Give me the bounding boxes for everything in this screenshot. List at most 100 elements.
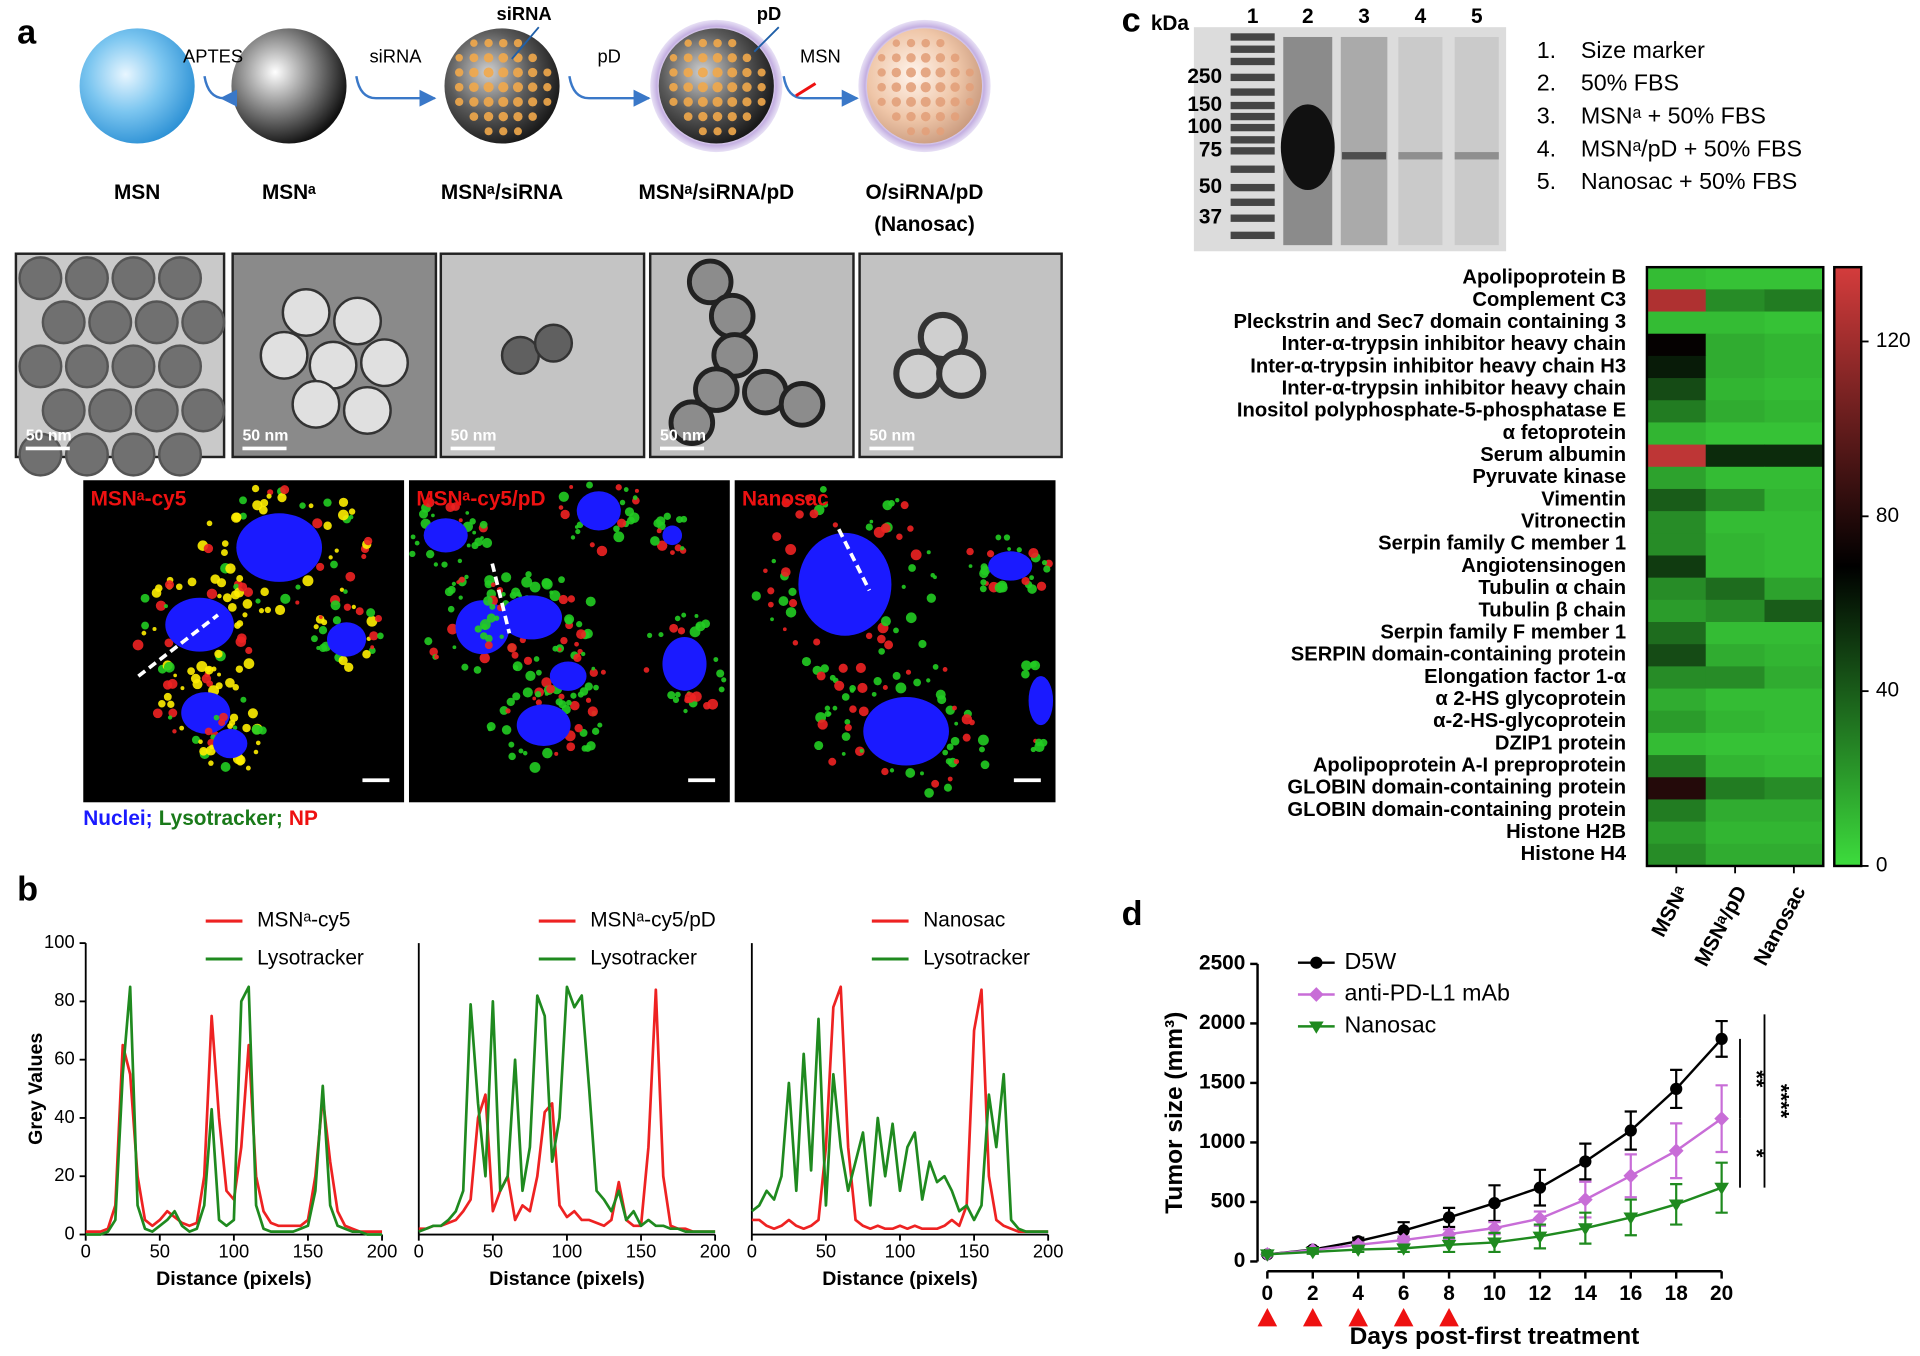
pore-dot [742, 82, 752, 92]
heatmap-cell [1764, 533, 1824, 557]
fluorescence-speckle [308, 503, 314, 509]
pore-dot [891, 67, 902, 78]
fluorescence-speckle [204, 665, 214, 675]
fluorescence-speckle [206, 680, 213, 687]
row-label: Complement C3 [1472, 289, 1626, 311]
legend-number: 3. [1537, 102, 1556, 128]
pore-dot [513, 111, 523, 122]
pore-dot [877, 97, 886, 107]
fluorescence-speckle [245, 646, 253, 655]
pore-dot [920, 67, 931, 78]
row-label: Vimentin [1541, 488, 1626, 510]
heatmap-cell [1646, 422, 1707, 446]
fluorescence-speckle [587, 706, 598, 717]
x-tick-label: 6 [1398, 1282, 1410, 1305]
heatmap-cell [1646, 599, 1707, 623]
pore-dot [935, 82, 946, 93]
fluorescence-speckle [410, 534, 416, 540]
heatmap-cell [1764, 444, 1824, 468]
pore-dot [891, 112, 901, 121]
nucleus [988, 551, 1033, 581]
pore-dot [483, 111, 494, 122]
pore-dot [757, 68, 766, 77]
x-axis-label: Distance (pixels) [822, 1268, 978, 1290]
fluorescence-speckle [785, 544, 797, 555]
heatmap-cell [1646, 710, 1707, 734]
x-axis-label: Distance (pixels) [156, 1268, 312, 1290]
heatmap-cell [1705, 488, 1766, 512]
step-label: MSNᵃ [262, 181, 316, 204]
fluorescence-speckle [366, 615, 378, 627]
fluorescence-speckle [251, 484, 260, 493]
pore-dot [727, 96, 738, 107]
tem-particle [157, 256, 203, 301]
fluorescence-speckle [1021, 669, 1030, 679]
heatmap-cell [1646, 821, 1707, 845]
pore-dot [921, 38, 931, 48]
pore-dot [877, 68, 886, 77]
fluorescence-speckle [584, 682, 593, 691]
fluorescence-speckle [225, 677, 235, 688]
panel-label: c [1122, 1, 1141, 39]
pore-dot [950, 97, 960, 107]
fluorescence-speckle [229, 713, 239, 722]
heatmap-cell [1646, 511, 1707, 534]
tem-particle [181, 300, 226, 345]
fluorescence-speckle [813, 638, 821, 646]
pore-dot [906, 38, 916, 48]
fluorescence-speckle [490, 582, 496, 588]
heatmap-cell [1764, 755, 1824, 778]
pore-dot [499, 127, 508, 136]
heatmap-cell [1646, 755, 1707, 778]
heatmap-cell [1764, 577, 1824, 601]
fluorescence-speckle [1041, 559, 1048, 566]
fluorescence-speckle [525, 571, 532, 578]
pore-dot [921, 127, 930, 136]
data-point [1350, 1244, 1366, 1257]
heatmap-cell [1705, 577, 1766, 601]
heatmap-cell [1646, 577, 1707, 601]
fluorescence-speckle [345, 571, 356, 582]
fluorescence-speckle [163, 604, 168, 609]
pore-dot [697, 67, 708, 78]
fluorescence-speckle [242, 612, 248, 618]
pore-dot [484, 38, 493, 48]
nucleus [798, 532, 892, 636]
fluorescence-speckle [424, 637, 433, 646]
heatmap-cell [1646, 378, 1707, 401]
fluorescence-speckle [589, 542, 595, 548]
pore-dot [498, 96, 509, 107]
pore-dot [683, 67, 693, 78]
nucleus [181, 692, 231, 734]
colorbar-tick-label: 40 [1876, 679, 1899, 702]
colorbar [1833, 265, 1863, 868]
fluorescence-speckle [534, 691, 542, 698]
fluorescence-speckle [506, 697, 515, 707]
heatmap-cell [1764, 555, 1824, 579]
pore-dot [698, 38, 708, 48]
pore-dot [950, 112, 960, 121]
heatmap-cell [1764, 688, 1824, 712]
fluorescence-speckle [255, 598, 261, 604]
fluorescence-speckle [479, 652, 490, 664]
fluorescence-speckle [239, 512, 247, 520]
x-tick-label: 150 [293, 1241, 324, 1262]
fluorescence-speckle [966, 547, 974, 556]
fluorescence-speckle [369, 631, 379, 641]
scale-bar-label: 50 nm [242, 427, 288, 444]
fluorescence-speckle [316, 646, 321, 651]
gel-band [1230, 45, 1275, 53]
fluorescence-speckle [878, 648, 885, 655]
marker-label: 250 [1187, 65, 1222, 88]
fluorescence-speckle [522, 750, 528, 756]
fluorescence-speckle [343, 589, 348, 594]
heatmap-cell [1764, 821, 1824, 845]
fluorescence-speckle [593, 684, 599, 691]
pore-dot [498, 38, 508, 48]
heatmap-cell [1646, 732, 1707, 756]
x-tick-label: 150 [626, 1241, 657, 1262]
legend-label: Size marker [1581, 37, 1705, 63]
fluorescence-speckle [434, 654, 439, 660]
fluorescence-speckle [907, 525, 914, 532]
